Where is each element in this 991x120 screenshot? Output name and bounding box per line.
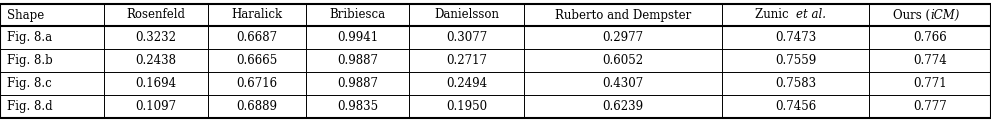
Text: 0.2977: 0.2977 bbox=[603, 31, 643, 44]
Text: Haralick: Haralick bbox=[231, 9, 282, 21]
Text: 0.774: 0.774 bbox=[914, 54, 947, 67]
Text: Ruberto and Dempster: Ruberto and Dempster bbox=[555, 9, 691, 21]
Text: 0.9835: 0.9835 bbox=[337, 100, 378, 113]
Text: 0.7559: 0.7559 bbox=[775, 54, 817, 67]
Text: iCM): iCM) bbox=[931, 9, 959, 21]
Text: 0.3077: 0.3077 bbox=[446, 31, 488, 44]
Text: 0.6052: 0.6052 bbox=[603, 54, 643, 67]
Text: 0.6716: 0.6716 bbox=[236, 77, 277, 90]
Text: Bribiesca: Bribiesca bbox=[329, 9, 385, 21]
Text: 0.3232: 0.3232 bbox=[135, 31, 176, 44]
Text: Shape: Shape bbox=[7, 9, 45, 21]
Text: 0.7583: 0.7583 bbox=[775, 77, 817, 90]
Text: Fig. 8.d: Fig. 8.d bbox=[7, 100, 53, 113]
Text: Ours (: Ours ( bbox=[893, 9, 931, 21]
Text: et al.: et al. bbox=[796, 9, 826, 21]
Text: Fig. 8.c: Fig. 8.c bbox=[7, 77, 52, 90]
Text: 0.771: 0.771 bbox=[914, 77, 947, 90]
Text: 0.6239: 0.6239 bbox=[603, 100, 643, 113]
Text: Zunic: Zunic bbox=[754, 9, 796, 21]
Text: 0.777: 0.777 bbox=[914, 100, 947, 113]
Text: 0.9941: 0.9941 bbox=[337, 31, 378, 44]
Text: Fig. 8.b: Fig. 8.b bbox=[7, 54, 53, 67]
Text: 0.1097: 0.1097 bbox=[135, 100, 176, 113]
Text: 0.6889: 0.6889 bbox=[236, 100, 277, 113]
Text: 0.1950: 0.1950 bbox=[446, 100, 488, 113]
Text: 0.6687: 0.6687 bbox=[236, 31, 277, 44]
Text: 0.2494: 0.2494 bbox=[446, 77, 488, 90]
Text: Rosenfeld: Rosenfeld bbox=[126, 9, 185, 21]
Text: Fig. 8.a: Fig. 8.a bbox=[7, 31, 53, 44]
Text: 0.9887: 0.9887 bbox=[337, 77, 378, 90]
Text: 0.6665: 0.6665 bbox=[236, 54, 277, 67]
Text: 0.766: 0.766 bbox=[914, 31, 947, 44]
Text: 0.7473: 0.7473 bbox=[775, 31, 817, 44]
Text: 0.4307: 0.4307 bbox=[603, 77, 643, 90]
Text: 0.2438: 0.2438 bbox=[135, 54, 176, 67]
Text: 0.1694: 0.1694 bbox=[135, 77, 176, 90]
Text: 0.7456: 0.7456 bbox=[775, 100, 817, 113]
Text: 0.2717: 0.2717 bbox=[446, 54, 488, 67]
Text: 0.9887: 0.9887 bbox=[337, 54, 378, 67]
Text: Danielsson: Danielsson bbox=[434, 9, 499, 21]
